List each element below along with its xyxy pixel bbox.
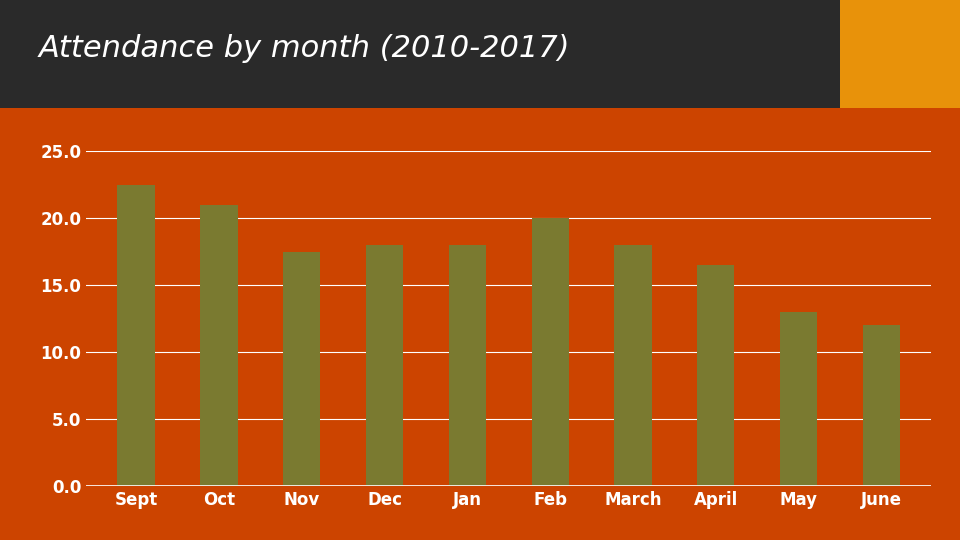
Bar (532, 218, 569, 486)
Bar (780, 312, 817, 486)
Bar (117, 185, 155, 486)
Bar (697, 265, 734, 486)
Bar (448, 245, 486, 486)
Bar (201, 205, 237, 486)
Bar (283, 252, 321, 486)
Bar (863, 325, 900, 486)
Bar (614, 245, 652, 486)
Bar (366, 245, 403, 486)
Text: Attendance by month (2010-2017): Attendance by month (2010-2017) (38, 34, 570, 63)
